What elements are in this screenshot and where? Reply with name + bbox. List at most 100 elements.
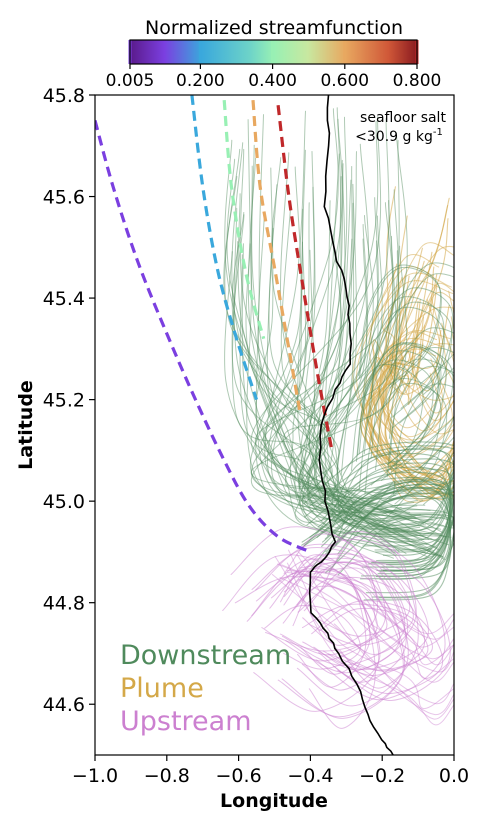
trajectory <box>303 445 454 530</box>
trajectory <box>363 330 454 441</box>
trajectory <box>363 342 447 464</box>
x-tick-label: −1.0 <box>72 765 118 787</box>
y-tick-label: 45.8 <box>43 85 85 107</box>
trajectory <box>251 558 406 719</box>
trajectory <box>301 143 434 552</box>
trajectory <box>388 306 454 401</box>
trajectory <box>247 157 452 506</box>
plot-area: −1.0 −0.8 −0.6 −0.4 −0.2 0.0 44.6 44.8 45.0 45.2… <box>43 85 469 787</box>
trajectory <box>283 566 371 675</box>
streamline-0-005 <box>95 119 312 554</box>
trajectory <box>299 561 454 635</box>
trajectory <box>358 264 442 387</box>
trajectory <box>352 280 454 458</box>
trajectory <box>378 331 444 438</box>
trajectory <box>350 359 434 481</box>
trajectory <box>237 193 416 518</box>
trajectory <box>320 462 452 547</box>
colorbar-tick-label: 0.200 <box>176 71 225 91</box>
trajectory <box>250 144 445 528</box>
trajectory <box>359 266 442 389</box>
trajectory <box>329 492 454 577</box>
trajectory <box>274 556 454 716</box>
annotation-line2-sup: -1 <box>433 127 443 138</box>
trajectory <box>298 551 454 683</box>
trajectory <box>287 553 411 637</box>
trajectory <box>306 238 444 534</box>
trajectory <box>381 348 443 445</box>
trajectory <box>311 600 444 695</box>
x-tick-label: −0.8 <box>144 765 190 787</box>
trajectory <box>260 238 447 538</box>
trajectory <box>286 570 454 648</box>
trajectory <box>289 208 442 530</box>
trajectory <box>393 383 454 505</box>
trajectory <box>269 553 409 707</box>
trajectory <box>297 576 426 677</box>
y-tick-label: 45.4 <box>43 288 85 310</box>
trajectory <box>370 287 454 409</box>
annotation-line2-main: <30.9 g kg <box>355 129 433 145</box>
trajectory <box>324 480 453 565</box>
trajectory <box>321 487 454 572</box>
colorbar-title: Normalized streamfunction <box>145 17 403 39</box>
x-tick-label: 0.0 <box>439 765 469 787</box>
trajectory <box>313 530 417 656</box>
trajectory <box>309 478 454 563</box>
y-tick-label: 44.8 <box>43 593 85 615</box>
colorbar-frame <box>129 39 418 65</box>
trajectory <box>412 291 454 421</box>
trajectory <box>234 575 388 652</box>
trajectory <box>355 272 454 469</box>
colorbar-tick-label: 0.800 <box>393 71 442 91</box>
legend-plume: Plume <box>120 673 204 704</box>
trajectory <box>300 249 404 499</box>
trajectory <box>388 327 454 449</box>
trajectory <box>226 158 425 540</box>
trajectory <box>412 282 454 414</box>
x-tick-label: −0.6 <box>216 765 262 787</box>
trajectory <box>358 378 442 500</box>
trajectory <box>250 245 422 494</box>
y-axis-title: Latitude <box>15 380 37 470</box>
trajectory <box>255 570 378 656</box>
trajectory <box>319 607 429 672</box>
salt-contour <box>308 95 394 755</box>
trajectory <box>331 441 454 526</box>
trajectory <box>293 567 454 640</box>
trajectory <box>357 343 440 466</box>
trajectory <box>281 564 454 666</box>
trajectory <box>271 574 454 720</box>
trajectory <box>282 585 381 691</box>
trajectory <box>268 184 447 538</box>
trajectory <box>304 458 454 543</box>
trajectory <box>358 342 442 464</box>
trajectory <box>317 468 454 553</box>
trajectory <box>231 212 433 540</box>
trajectory <box>263 132 420 506</box>
trajectory <box>393 245 454 435</box>
trajectory <box>311 509 454 594</box>
trajectory <box>393 273 454 395</box>
x-axis-title: Longitude <box>220 790 328 812</box>
trajectory <box>314 151 410 521</box>
y-tick-label: 45.2 <box>43 390 85 412</box>
trajectory <box>296 553 454 705</box>
trajectory <box>297 578 454 673</box>
colorbar-tick-label: 0.005 <box>106 71 155 91</box>
trajectory <box>308 447 452 532</box>
trajectory <box>362 306 445 429</box>
trajectory <box>389 346 454 469</box>
trajectory <box>320 535 419 689</box>
trajectory <box>283 533 379 646</box>
annotation-line1: seafloor salt <box>360 110 446 126</box>
x-tick-label: −0.4 <box>287 765 333 787</box>
trajectory <box>364 382 448 505</box>
trajectory <box>331 202 437 556</box>
trajectory <box>332 452 451 537</box>
trajectory <box>328 513 454 598</box>
trajectory <box>286 562 454 726</box>
trajectory <box>224 251 414 546</box>
trajectory <box>303 560 451 702</box>
trajectory <box>338 448 454 533</box>
